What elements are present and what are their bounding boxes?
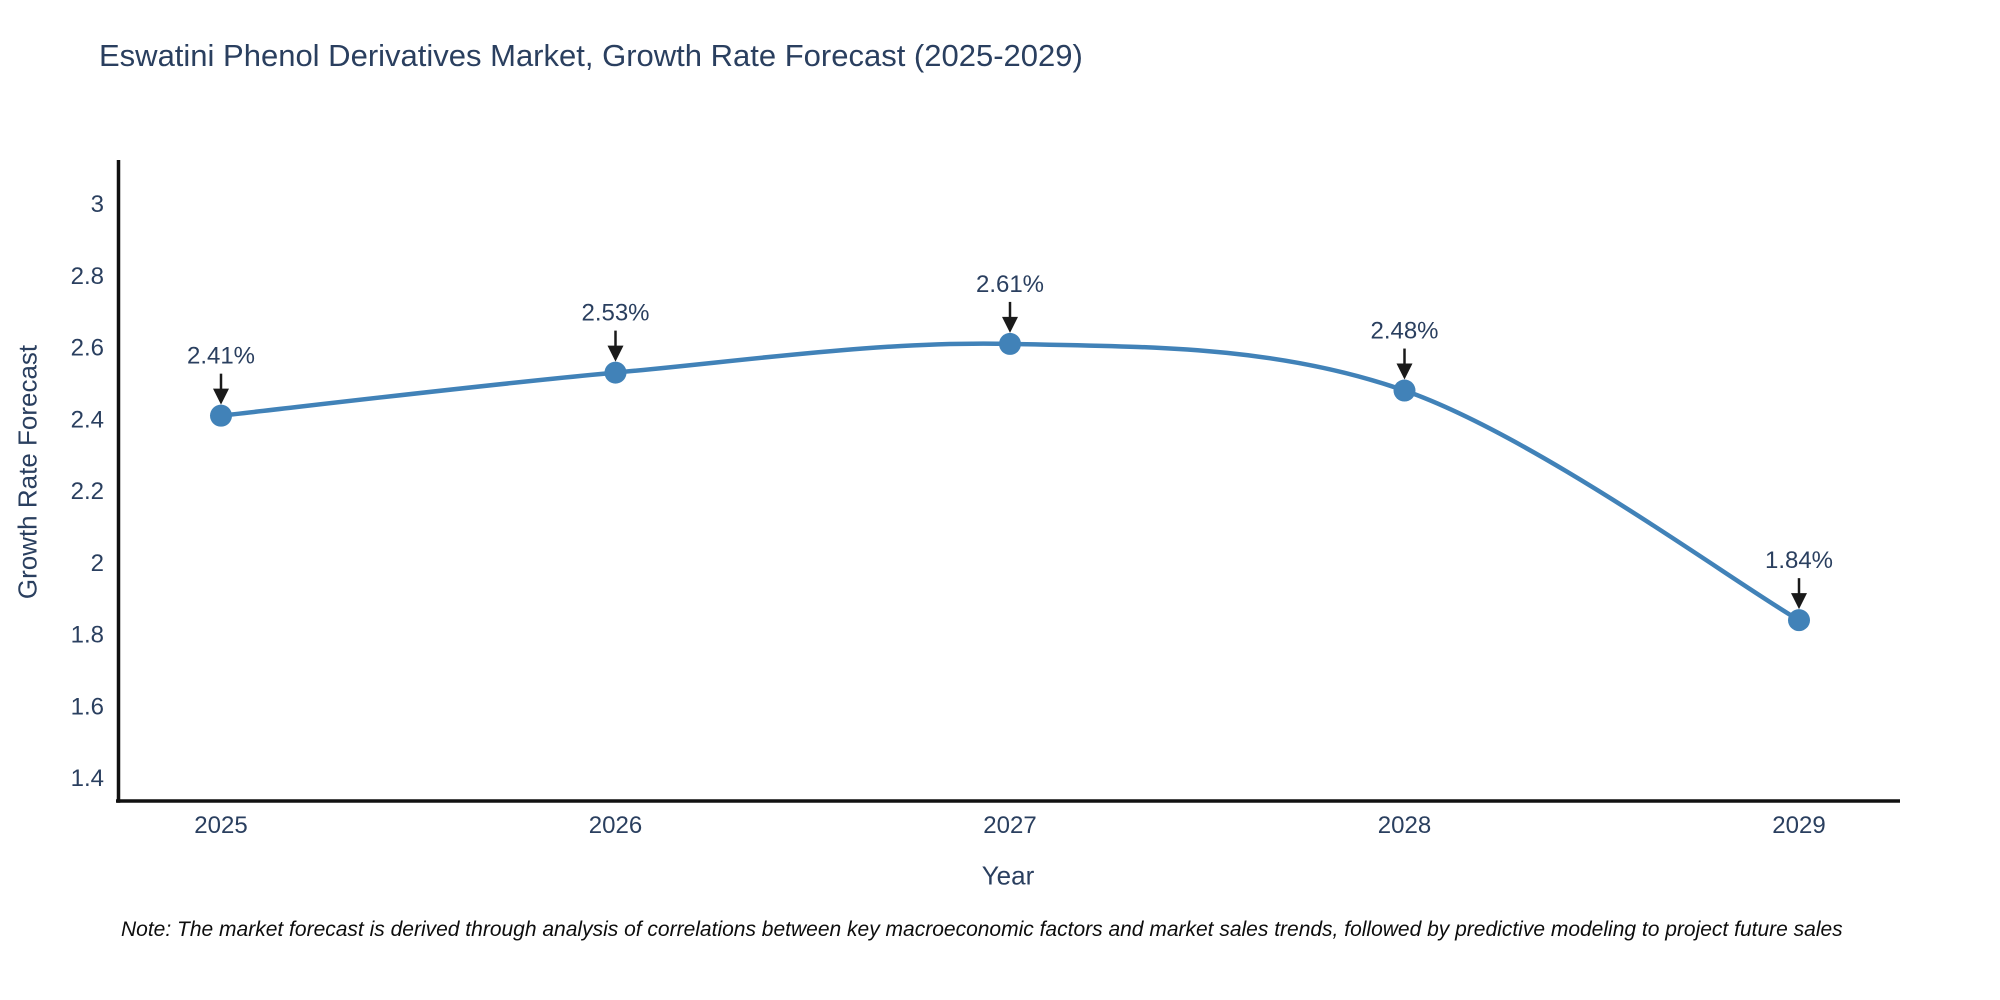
trend-line xyxy=(218,341,1802,623)
data-point xyxy=(210,404,232,427)
annotation-arrowhead-icon xyxy=(1791,593,1807,610)
y-tick-label: 2.2 xyxy=(71,478,104,505)
data-point-label: 2.41% xyxy=(187,343,255,370)
data-point-label: 2.61% xyxy=(976,271,1044,298)
data-point-label: 2.53% xyxy=(581,300,649,327)
annotation-arrowhead-icon xyxy=(1002,316,1018,333)
x-tick-label: 2027 xyxy=(983,812,1036,839)
y-tick-label: 2.6 xyxy=(71,335,104,362)
data-point-label: 1.84% xyxy=(1765,547,1833,574)
data-point xyxy=(999,332,1021,355)
data-point-label: 2.48% xyxy=(1370,318,1438,345)
y-tick-label: 3 xyxy=(91,191,104,218)
y-tick-label: 1.4 xyxy=(71,765,104,792)
y-tick-label: 1.6 xyxy=(71,693,104,720)
x-tick-label: 2026 xyxy=(589,812,642,839)
x-tick-label: 2029 xyxy=(1772,812,1825,839)
y-tick-label: 2.4 xyxy=(71,406,104,433)
y-axis-title: Growth Rate Forecast xyxy=(12,344,43,600)
x-tick-label: 2025 xyxy=(194,812,247,839)
y-tick-label: 2 xyxy=(91,550,104,577)
x-tick-label: 2028 xyxy=(1378,812,1431,839)
footnote: Note: The market forecast is derived thr… xyxy=(121,918,1843,941)
x-axis-title: Year xyxy=(981,860,1035,891)
data-point xyxy=(1788,609,1810,632)
y-tick-label: 1.8 xyxy=(71,622,104,649)
annotation-arrowhead-icon xyxy=(607,345,624,362)
data-point xyxy=(1393,379,1416,402)
data-point xyxy=(604,361,627,384)
chart-title: Eswatini Phenol Derivatives Market, Grow… xyxy=(99,38,1083,73)
y-tick-label: 2.8 xyxy=(71,263,104,290)
annotation-arrowhead-icon xyxy=(1396,363,1413,380)
annotation-arrowhead-icon xyxy=(213,388,229,405)
